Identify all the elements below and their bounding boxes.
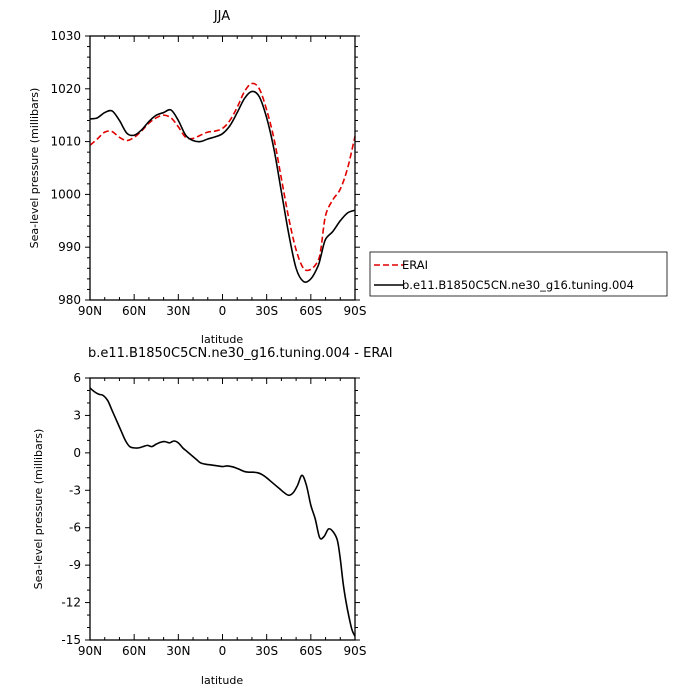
x-tick-label: 30S	[255, 304, 278, 318]
x-tick-label: 30S	[255, 644, 278, 658]
y-axis-title: Sea-level pressure (millibars)	[28, 88, 41, 249]
legend-box	[369, 251, 668, 297]
y-tick-label: 1000	[50, 187, 81, 201]
y-tick-label: -6	[69, 521, 81, 535]
panel-title: b.e11.B1850C5CN.ne30_g16.tuning.004 - ER…	[88, 346, 393, 361]
plot-frame	[89, 377, 356, 641]
x-tick-label: 90N	[78, 304, 102, 318]
x-tick-label: 60S	[299, 644, 322, 658]
x-tick-label: 60N	[122, 644, 146, 658]
legend-entry-erai: ERAI	[402, 258, 428, 272]
legend-entry-model: b.e11.B1850C5CN.ne30_g16.tuning.004	[402, 278, 634, 292]
legend: ERAI b.e11.B1850C5CN.ne30_g16.tuning.004	[369, 251, 668, 297]
y-tick-label: -15	[61, 633, 81, 647]
y-tick-label: 0	[73, 446, 81, 460]
x-tick-label: 0	[219, 304, 227, 318]
sea-level-pressure-panel: JJA 90N 60N 30N 0 30S 60S 90S 980 990 1000 1010 102…	[28, 9, 366, 346]
x-tick-label: 90N	[78, 644, 102, 658]
plot-frame	[89, 35, 356, 301]
series-line-1	[89, 90, 356, 284]
x-tick-label: 60S	[299, 304, 322, 318]
x-tick-label: 90S	[344, 304, 367, 318]
y-tick-label: -12	[61, 596, 81, 610]
y-tick-label: 980	[58, 293, 81, 307]
y-axis-title: Sea-level pressure (millibars)	[32, 429, 45, 590]
y-tick-label: 1030	[50, 29, 81, 43]
x-tick-label: 30N	[166, 644, 190, 658]
y-tick-label: -9	[69, 558, 81, 572]
x-tick-label: 60N	[122, 304, 146, 318]
x-axis-title: latitude	[201, 333, 243, 346]
y-tick-label: 990	[58, 240, 81, 254]
series-line-0	[89, 387, 356, 637]
x-tick-label: 90S	[344, 644, 367, 658]
series-line-0	[89, 82, 356, 272]
x-axis-title: latitude	[201, 674, 243, 687]
y-tick-label: 1010	[50, 135, 81, 149]
x-tick-label: 30N	[166, 304, 190, 318]
y-tick-label: 1020	[50, 82, 81, 96]
y-tick-label: -3	[69, 483, 81, 497]
panel-title: JJA	[213, 9, 230, 24]
y-tick-label: 3	[73, 408, 81, 422]
y-tick-label: 6	[73, 371, 81, 385]
x-tick-label: 0	[219, 644, 227, 658]
difference-panel: b.e11.B1850C5CN.ne30_g16.tuning.004 - ER…	[32, 346, 393, 687]
